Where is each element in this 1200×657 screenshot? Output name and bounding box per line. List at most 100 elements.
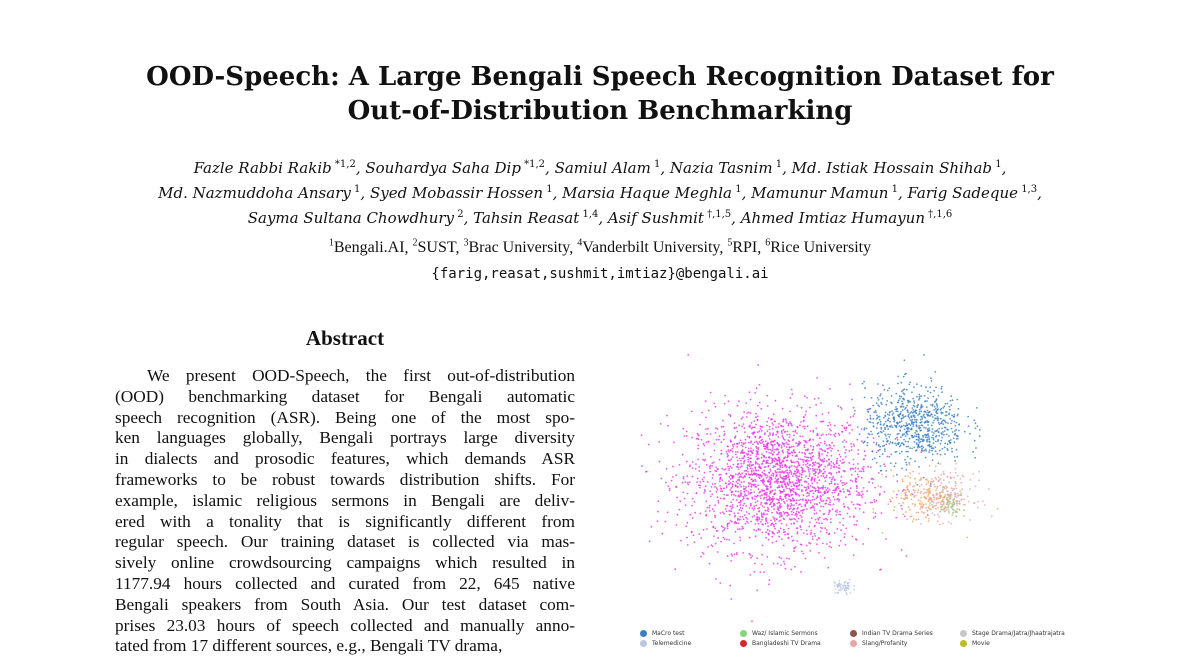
- scatter-point: [850, 474, 853, 476]
- scatter-point: [942, 423, 945, 425]
- scatter-point: [804, 470, 806, 473]
- scatter-point: [958, 500, 961, 503]
- scatter-point: [772, 447, 774, 449]
- scatter-point: [727, 494, 729, 496]
- scatter-point: [807, 477, 810, 480]
- scatter-point: [832, 462, 835, 465]
- scatter-point: [725, 494, 728, 496]
- scatter-point: [726, 522, 729, 525]
- scatter-point: [941, 500, 943, 503]
- scatter-point: [717, 501, 720, 504]
- scatter-point: [761, 515, 763, 518]
- scatter-point: [729, 474, 732, 476]
- scatter-point: [791, 498, 794, 500]
- scatter-point: [782, 436, 784, 439]
- scatter-point: [740, 475, 742, 478]
- scatter-point: [760, 407, 763, 410]
- scatter-point: [842, 503, 845, 505]
- scatter-point: [811, 478, 813, 480]
- scatter-point: [849, 416, 852, 418]
- scatter-point: [802, 463, 805, 466]
- scatter-point: [742, 495, 745, 498]
- scatter-point: [786, 450, 789, 453]
- scatter-point: [843, 483, 846, 486]
- scatter-point: [715, 487, 718, 489]
- scatter-point: [881, 473, 883, 476]
- scatter-point: [924, 400, 926, 403]
- affiliation-item: 5RPI: [727, 238, 757, 256]
- scatter-point: [784, 418, 787, 420]
- scatter-point: [820, 463, 823, 466]
- scatter-point: [756, 518, 758, 520]
- scatter-point: [814, 518, 817, 521]
- scatter-point: [919, 500, 922, 502]
- scatter-point: [804, 427, 806, 430]
- contact-email[interactable]: {farig,reasat,sushmit,imtiaz}@bengali.ai: [431, 266, 769, 282]
- scatter-point: [781, 485, 783, 488]
- scatter-point: [919, 407, 922, 409]
- scatter-point: [754, 535, 757, 538]
- scatter-point: [928, 451, 931, 454]
- scatter-point: [872, 517, 875, 519]
- scatter-point: [915, 494, 918, 497]
- scatter-point: [948, 408, 951, 411]
- scatter-point: [825, 499, 828, 502]
- scatter-point: [920, 451, 923, 453]
- scatter-point: [770, 519, 772, 522]
- scatter-point: [934, 446, 937, 448]
- scatter-point: [918, 424, 921, 427]
- scatter-point: [790, 465, 793, 467]
- scatter-point: [737, 522, 740, 525]
- scatter-point: [914, 477, 916, 480]
- scatter-point: [736, 479, 739, 481]
- scatter-point: [920, 415, 922, 418]
- scatter-point: [778, 423, 780, 425]
- scatter-point: [845, 592, 848, 594]
- scatter-point: [877, 432, 880, 434]
- scatter-point: [957, 407, 960, 410]
- scatter-point: [806, 462, 809, 465]
- scatter-point: [955, 428, 957, 431]
- author-name: Fazle Rabbi Rakib: [193, 159, 332, 177]
- scatter-point: [906, 430, 909, 432]
- scatter-point: [736, 446, 739, 448]
- scatter-point: [930, 445, 933, 447]
- scatter-point: [916, 425, 918, 428]
- scatter-point: [717, 468, 719, 470]
- scatter-point: [929, 484, 932, 486]
- scatter-point: [816, 377, 818, 379]
- scatter-point: [974, 422, 977, 425]
- scatter-point: [935, 417, 937, 420]
- scatter-point: [941, 436, 943, 439]
- scatter-point: [715, 490, 718, 493]
- scatter-point: [668, 487, 671, 490]
- scatter-point: [705, 464, 708, 466]
- scatter-point: [816, 434, 819, 437]
- scatter-point: [773, 517, 776, 520]
- scatter-point: [765, 536, 767, 539]
- scatter-point: [845, 441, 848, 443]
- scatter-point: [840, 583, 843, 586]
- scatter-point: [911, 520, 914, 523]
- scatter-point: [836, 483, 839, 485]
- scatter-point: [823, 491, 826, 493]
- scatter-point: [767, 508, 770, 511]
- scatter-point: [915, 438, 918, 441]
- scatter-point: [788, 482, 791, 484]
- scatter-point: [818, 469, 821, 471]
- scatter-point: [819, 530, 822, 533]
- scatter-point: [757, 484, 760, 487]
- scatter-point: [885, 435, 887, 437]
- scatter-point: [833, 424, 836, 427]
- scatter-point: [787, 448, 790, 451]
- scatter-point: [937, 421, 940, 424]
- scatter-point: [739, 483, 741, 486]
- scatter-point: [911, 418, 914, 421]
- scatter-point: [681, 481, 684, 484]
- scatter-point: [817, 457, 820, 459]
- scatter-point: [926, 414, 929, 417]
- scatter-point: [952, 415, 955, 418]
- scatter-point: [742, 497, 745, 500]
- scatter-point: [926, 438, 929, 441]
- scatter-point: [912, 470, 914, 473]
